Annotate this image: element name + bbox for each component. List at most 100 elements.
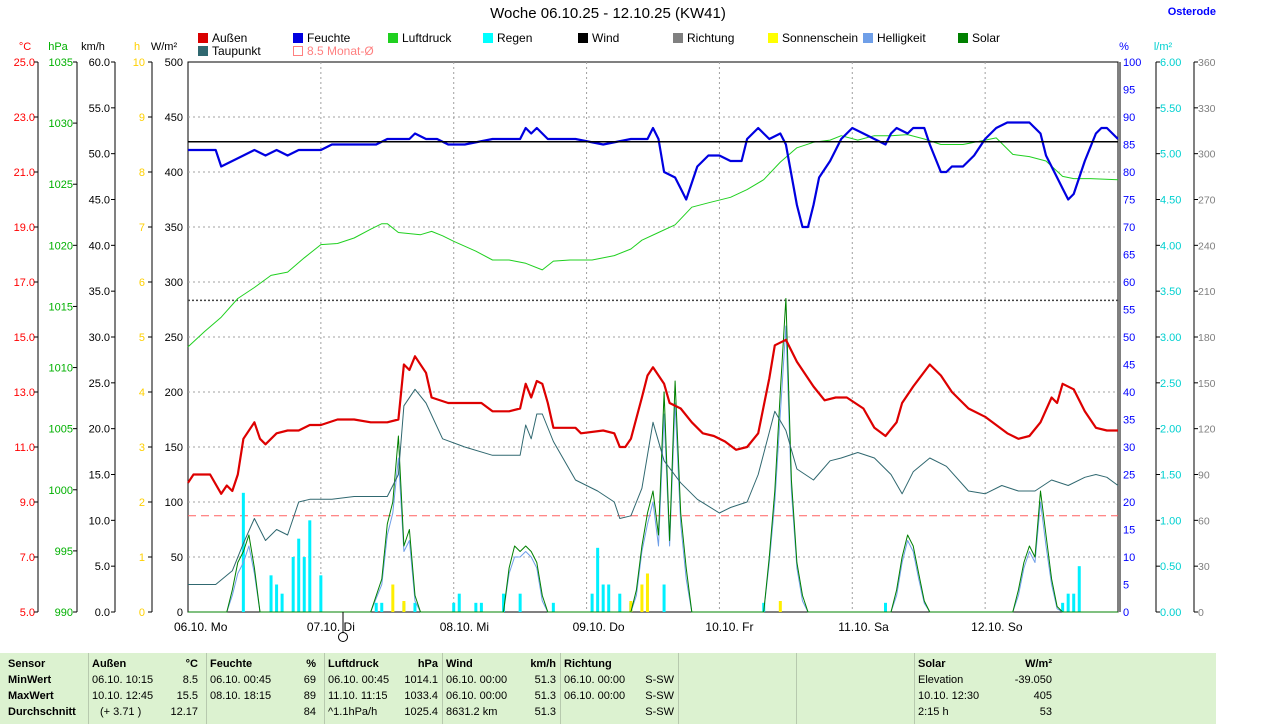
legend-swatch (293, 46, 303, 56)
rain-bar (269, 575, 273, 612)
rain-bar (590, 593, 594, 612)
sun-tick-label: 10 (133, 57, 145, 69)
aussen-value: 12.17 (170, 706, 198, 718)
feuchte-unit: % (306, 658, 316, 670)
luftdruck-value: 1025.4 (404, 706, 438, 718)
humidity-tick-label: 90 (1123, 112, 1135, 124)
legend-label: Richtung (687, 31, 735, 45)
sensor-column: Sensor MinWert MaxWert Durchschnitt (8, 653, 88, 727)
pressure-tick-label: 1010 (49, 363, 73, 375)
feuchte-value: 84 (303, 706, 316, 718)
wind-tick-label: 45.0 (89, 195, 110, 207)
rain-tick-label: 5.00 (1160, 149, 1181, 161)
rain-tick-label: 0.00 (1160, 607, 1181, 619)
rain-bar (297, 538, 301, 612)
temp-tick-label: 9.0 (20, 497, 35, 509)
sun-tick-label: 9 (139, 112, 145, 124)
legend-swatch (388, 33, 398, 43)
luftdruck-timestamp: 11.10. 11:15 (328, 690, 388, 702)
rain-tick-label: 1.00 (1160, 515, 1181, 527)
humidity-tick-label: 70 (1123, 222, 1135, 234)
sun-tick-label: 4 (139, 387, 145, 399)
luftdruck-timestamp: 06.10. 00:45 (328, 674, 390, 686)
pressure-unit-label: hPa (48, 41, 68, 53)
richtung-timestamp: 06.10. 00:00 (564, 690, 626, 702)
wind-tick-label: 25.0 (89, 378, 110, 390)
legend-item: Außen (198, 31, 247, 45)
series-line-solar (188, 298, 1118, 613)
current-time-icon (338, 632, 348, 642)
humidity-tick-label: 30 (1123, 442, 1135, 454)
wind-timestamp: 8631.2 km (446, 706, 498, 718)
legend-swatch (578, 33, 588, 43)
solar-column: Solar W/m² Elevation -39.050 10.10. 12:30 405… (918, 653, 1054, 727)
richtung-timestamp: 06.10. 00:00 (564, 674, 626, 686)
rain-bar (474, 602, 478, 612)
rain-tick-label: 5.50 (1160, 103, 1181, 115)
direction-tick-label: 270 (1198, 195, 1216, 207)
row-label-min: MinWert (8, 674, 52, 686)
solar-tick-label: 0 (177, 607, 183, 619)
solar-tick-label: 500 (165, 57, 183, 69)
humidity-tick-label: 95 (1123, 85, 1135, 97)
direction-tick-label: 360 (1198, 57, 1216, 69)
pressure-tick-label: 995 (55, 546, 73, 558)
row-label-max: MaxWert (8, 690, 54, 702)
rain-bar (452, 602, 456, 612)
legend-swatch (293, 33, 303, 43)
humidity-tick-label: 15 (1123, 525, 1135, 537)
feuchte-timestamp: 08.10. 18:15 (210, 690, 272, 702)
station-link[interactable]: Osterode (1167, 6, 1216, 18)
legend-item: Richtung (673, 31, 734, 45)
wind-value: 51.3 (534, 690, 556, 702)
rain-bar (607, 584, 611, 612)
humidity-tick-label: 40 (1123, 387, 1135, 399)
pressure-tick-label: 990 (55, 607, 73, 619)
pressure-tick-label: 1000 (49, 485, 73, 497)
rain-bar (1072, 593, 1076, 612)
rain-bar (457, 593, 461, 612)
direction-tick-label: 60 (1198, 515, 1210, 527)
chart-grid (187, 61, 1119, 613)
x-axis-day-label: 12.10. So (971, 620, 1023, 634)
solar-tick-label: 400 (165, 167, 183, 179)
sunshine-bar (391, 584, 395, 612)
humidity-tick-label: 75 (1123, 195, 1135, 207)
sun-tick-label: 2 (139, 497, 145, 509)
humidity-unit-label: % (1119, 41, 1129, 53)
rain-bar (601, 584, 605, 612)
legend-item: Solar (958, 31, 1000, 45)
legend-item: 8.5 Monat-Ø (293, 44, 374, 58)
column-divider (442, 653, 443, 724)
richtung-column: Richtung 06.10. 00:00 S-SW 06.10. 00:00 S-SW… (564, 653, 676, 727)
x-axis-day-label: 11.10. Sa (838, 620, 889, 634)
wind-timestamp: 06.10. 00:00 (446, 674, 508, 686)
rain-tick-label: 1.50 (1160, 470, 1181, 482)
luftdruck-timestamp: ^1.1hPa/h (328, 706, 378, 718)
humidity-tick-label: 5 (1123, 580, 1129, 592)
sunshine-bar (402, 601, 406, 612)
wind-tick-label: 60.0 (89, 57, 110, 69)
feuchte-column: Feuchte% 06.10. 00:45 69 08.10. 18:15 89 84 (210, 653, 318, 727)
series-line-feuchte (188, 121, 1119, 229)
rain-bar (662, 584, 666, 612)
temp-tick-label: 21.0 (14, 167, 35, 179)
pressure-tick-label: 1030 (49, 118, 73, 130)
column-divider (206, 653, 207, 724)
rain-bar (308, 520, 312, 612)
wind-tick-label: 10.0 (89, 515, 110, 527)
wind-header: Wind (446, 658, 473, 670)
wind-unit: km/h (530, 658, 556, 670)
humidity-tick-label: 10 (1123, 552, 1135, 564)
legend-item: Sonnenschein (768, 31, 858, 45)
aussen-column: Außen °C 06.10. 10:15 8.5 10.10. 12:45 15.5 (+… (92, 653, 200, 727)
rain-bar (479, 602, 483, 612)
direction-tick-label: 0 (1198, 607, 1204, 619)
richtung-value: S-SW (645, 706, 674, 718)
rain-tick-label: 4.00 (1160, 240, 1181, 252)
x-axis-day-label: 07.10. Di (307, 620, 355, 634)
legend-label: Außen (212, 31, 248, 45)
rain-tick-label: 3.00 (1160, 332, 1181, 344)
richtung-header: Richtung (564, 658, 612, 670)
legend-swatch (863, 33, 873, 43)
